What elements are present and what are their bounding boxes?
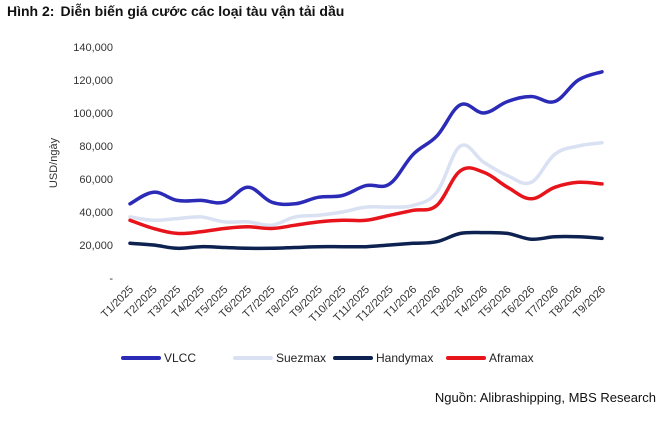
legend-item-suezmax: Suezmax [233, 351, 326, 365]
legend-label: Aframax [489, 351, 534, 365]
series-line-suezmax [128, 140, 604, 228]
legend-label: VLCC [164, 351, 196, 365]
y-tick-label: 40,000 [79, 207, 113, 219]
series-line-handymax [128, 230, 604, 251]
legend-label: Handymax [376, 351, 433, 365]
y-tick-label: 60,000 [79, 174, 113, 186]
series-line-vlcc [128, 70, 604, 207]
y-tick-label: 100,000 [73, 108, 113, 120]
y-tick-label: 140,000 [73, 42, 113, 54]
y-axis: - 20,000 40,000 60,000 80,000 100,000 120,000 1… [73, 42, 113, 285]
legend: VLCC Suezmax Handymax Aframax [121, 351, 534, 365]
y-tick-label: 80,000 [79, 141, 113, 153]
y-tick-label: - [109, 273, 113, 285]
y-tick-label: 20,000 [79, 240, 113, 252]
legend-item-aframax: Aframax [446, 351, 534, 365]
figure-title-text: Diễn biến giá cước các loại tàu vận tải … [60, 3, 345, 19]
series-layer [128, 70, 604, 251]
legend-item-vlcc: VLCC [121, 351, 196, 365]
figure-title: Hình 2: Diễn biến giá cước các loại tàu v… [7, 3, 344, 19]
x-axis: T1/2025T2/2025T3/2025T4/2025T5/2025T6/20… [99, 284, 608, 325]
figure-label: Hình 2: [7, 3, 55, 19]
series-line-aframax [128, 166, 604, 236]
source-note: Nguồn: Alibrashipping, MBS Research [434, 390, 656, 405]
y-tick-label: 120,000 [73, 75, 113, 87]
y-axis-label: USD/ngày [48, 137, 60, 188]
legend-label: Suezmax [276, 351, 326, 365]
legend-item-handymax: Handymax [333, 351, 433, 365]
